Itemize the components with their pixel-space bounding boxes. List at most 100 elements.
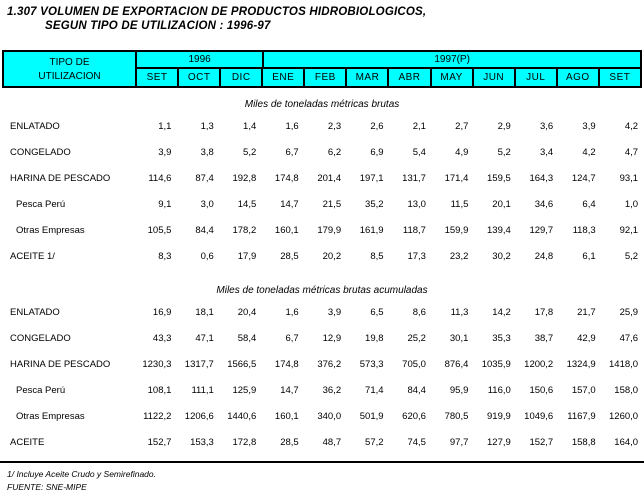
cell-value: 164,3 — [529, 172, 554, 184]
cell-value: 17,9 — [237, 250, 257, 262]
cell-value: 4,9 — [455, 146, 469, 158]
cell-value: 1566,5 — [227, 358, 257, 370]
cell-value: 6,5 — [370, 306, 384, 318]
row-label: ACEITE 1/ — [10, 250, 55, 262]
month-header-cell: JUL — [516, 69, 558, 86]
cell-value: 92,1 — [619, 224, 639, 236]
cell-value: 48,7 — [322, 436, 342, 448]
row-label: ENLATADO — [10, 306, 60, 318]
table-row: ENLATADO 16,9 18,1 20,4 1,6 3,9 6,5 8,6 11,3 14,2… — [2, 299, 642, 325]
row-label: ACEITE — [10, 436, 45, 448]
cell-value: 34,6 — [534, 198, 554, 210]
cell-value: 152,7 — [147, 436, 172, 448]
table-row: HARINA DE PESCADO 114,6 87,4 192,8 174,8 201,… — [2, 165, 642, 191]
header-columns-area: 1996 1997(P) SET OCT DIC ENE FEB MAR ABR MAY JUN J… — [137, 52, 640, 86]
year-group-row: 1996 1997(P) — [137, 52, 640, 69]
table-body: Miles de toneladas métricas brutas ENLATA… — [2, 99, 642, 455]
cell-value: 6,1 — [582, 250, 596, 262]
cell-value: 19,8 — [365, 332, 384, 344]
cell-value: 1,0 — [624, 198, 639, 210]
corner-header-line1: TIPO DE — [49, 56, 90, 68]
cell-value: 36,2 — [322, 384, 342, 396]
row-label: HARINA DE PESCADO — [10, 172, 111, 184]
cell-value: 157,0 — [571, 384, 596, 396]
cell-value: 28,5 — [280, 436, 299, 448]
cell-value: 125,9 — [232, 384, 257, 396]
cell-value: 2,3 — [327, 120, 342, 132]
cell-value: 780,5 — [444, 410, 469, 422]
cell-value: 139,4 — [487, 224, 511, 236]
cell-value: 3,8 — [200, 146, 214, 158]
row-label: Otras Empresas — [16, 410, 85, 422]
cell-value: 12,9 — [322, 332, 342, 344]
cell-value: 25,9 — [619, 306, 639, 318]
cell-value: 573,3 — [359, 358, 384, 370]
page-title: 1.307 VOLUMEN DE EXPORTACION DE PRODUCTO… — [0, 0, 644, 33]
cell-value: 111,1 — [191, 384, 214, 396]
cell-value: 161,9 — [359, 224, 384, 236]
cell-value: 131,7 — [402, 172, 426, 184]
table-row: Pesca Perú 9,1 3,0 14,5 14,7 21,5 35,2 13,0 11,5… — [2, 191, 642, 217]
cell-value: 3,0 — [200, 198, 214, 210]
cell-value: 24,8 — [534, 250, 554, 262]
cell-value: 3,6 — [540, 120, 554, 132]
cell-value: 71,4 — [365, 384, 384, 396]
corner-header-cell: TIPO DE UTILIZACION — [4, 52, 137, 86]
cell-value: 21,5 — [322, 198, 342, 210]
month-header-cell: OCT — [179, 69, 222, 86]
cell-value: 20,4 — [237, 306, 257, 318]
cell-value: 192,8 — [232, 172, 257, 184]
cell-value: 174,8 — [274, 358, 299, 370]
cell-value: 1035,9 — [481, 358, 511, 370]
cell-value: 14,2 — [492, 306, 511, 318]
footnote-1: 1/ Incluye Aceite Crudo y Semirefinado. — [7, 469, 156, 479]
section-heading: Miles de toneladas métricas brutas acumu… — [216, 285, 428, 296]
cell-value: 9,1 — [158, 198, 172, 210]
cell-value: 14,7 — [280, 384, 299, 396]
cell-value: 620,6 — [402, 410, 426, 422]
cell-value: 171,4 — [444, 172, 469, 184]
cell-value: 4,7 — [624, 146, 639, 158]
cell-value: 1324,9 — [566, 358, 596, 370]
cell-value: 6,9 — [370, 146, 384, 158]
cell-value: 30,1 — [449, 332, 469, 344]
cell-value: 1,1 — [158, 120, 172, 132]
cell-value: 2,7 — [455, 120, 469, 132]
cell-value: 1418,0 — [609, 358, 639, 370]
cell-value: 1440,6 — [227, 410, 257, 422]
table-row: ENLATADO 1,1 1,3 1,4 1,6 2,3 2,6 2,1 2,7 2,9 3,6 3,… — [2, 113, 642, 139]
cell-value: 152,7 — [529, 436, 554, 448]
month-header-cell: DIC — [221, 69, 264, 86]
cell-value: 4,2 — [582, 146, 596, 158]
cell-value: 174,8 — [274, 172, 299, 184]
cell-value: 153,3 — [190, 436, 214, 448]
row-label: CONGELADO — [10, 146, 71, 158]
cell-value: 11,5 — [450, 198, 469, 210]
cell-value: 3,9 — [158, 146, 172, 158]
cell-value: 5,2 — [243, 146, 257, 158]
cell-value: 6,7 — [285, 146, 299, 158]
section-heading: Miles de toneladas métricas brutas — [244, 99, 400, 110]
cell-value: 6,2 — [327, 146, 342, 158]
cell-value: 158,0 — [614, 384, 639, 396]
cell-value: 28,5 — [280, 250, 299, 262]
cell-value: 1260,0 — [609, 410, 639, 422]
table-row: Otras Empresas 105,5 84,4 178,2 160,1 179,9 16… — [2, 217, 642, 243]
cell-value: 201,4 — [317, 172, 342, 184]
cell-value: 159,5 — [487, 172, 511, 184]
cell-value: 4,2 — [624, 120, 639, 132]
title-line2: SEGUN TIPO DE UTILIZACION : 1996-97 — [45, 20, 271, 32]
cell-value: 84,4 — [195, 224, 214, 236]
cell-value: 3,9 — [582, 120, 596, 132]
cell-value: 2,6 — [370, 120, 384, 132]
cell-value: 17,3 — [407, 250, 426, 262]
row-label: HARINA DE PESCADO — [10, 358, 111, 370]
month-header-cell: ABR — [389, 69, 432, 86]
cell-value: 6,4 — [582, 198, 596, 210]
cell-value: 47,6 — [619, 332, 639, 344]
cell-value: 127,9 — [487, 436, 511, 448]
row-label: Otras Empresas — [16, 224, 85, 236]
cell-value: 84,4 — [407, 384, 426, 396]
cell-value: 150,6 — [529, 384, 554, 396]
cell-value: 1,4 — [243, 120, 257, 132]
